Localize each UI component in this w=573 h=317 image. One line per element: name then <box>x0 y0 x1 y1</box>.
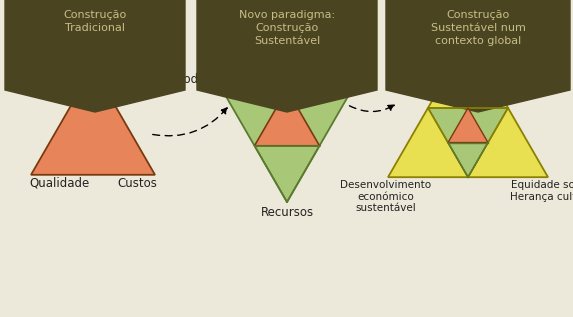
Polygon shape <box>222 89 352 202</box>
Polygon shape <box>31 68 155 175</box>
Text: Custos: Custos <box>117 177 157 190</box>
Text: Qualidade: Qualidade <box>29 177 89 190</box>
Text: Biodiversidade: Biodiversidade <box>173 74 261 87</box>
Polygon shape <box>5 0 185 112</box>
Polygon shape <box>428 108 508 177</box>
Text: Qualidade
ambiental: Qualidade ambiental <box>441 8 501 36</box>
Text: Emissões: Emissões <box>313 74 368 87</box>
Polygon shape <box>388 39 548 177</box>
Text: Novo paradigma:
Construção
Sustentável: Novo paradigma: Construção Sustentável <box>239 10 335 46</box>
Text: Construção
Sustentável num
contexto global: Construção Sustentável num contexto glob… <box>430 10 525 46</box>
Polygon shape <box>254 89 320 146</box>
Text: Construção
Tradicional: Construção Tradicional <box>64 10 127 33</box>
Polygon shape <box>197 0 377 112</box>
Text: Equidade social
Herança cultura: Equidade social Herança cultura <box>510 180 573 202</box>
Text: Recursos: Recursos <box>261 206 313 219</box>
Polygon shape <box>386 0 570 112</box>
Polygon shape <box>448 108 488 143</box>
Text: Desenvolvimento
económico
sustentável: Desenvolvimento económico sustentável <box>340 180 431 213</box>
Text: Tempo: Tempo <box>74 51 112 64</box>
